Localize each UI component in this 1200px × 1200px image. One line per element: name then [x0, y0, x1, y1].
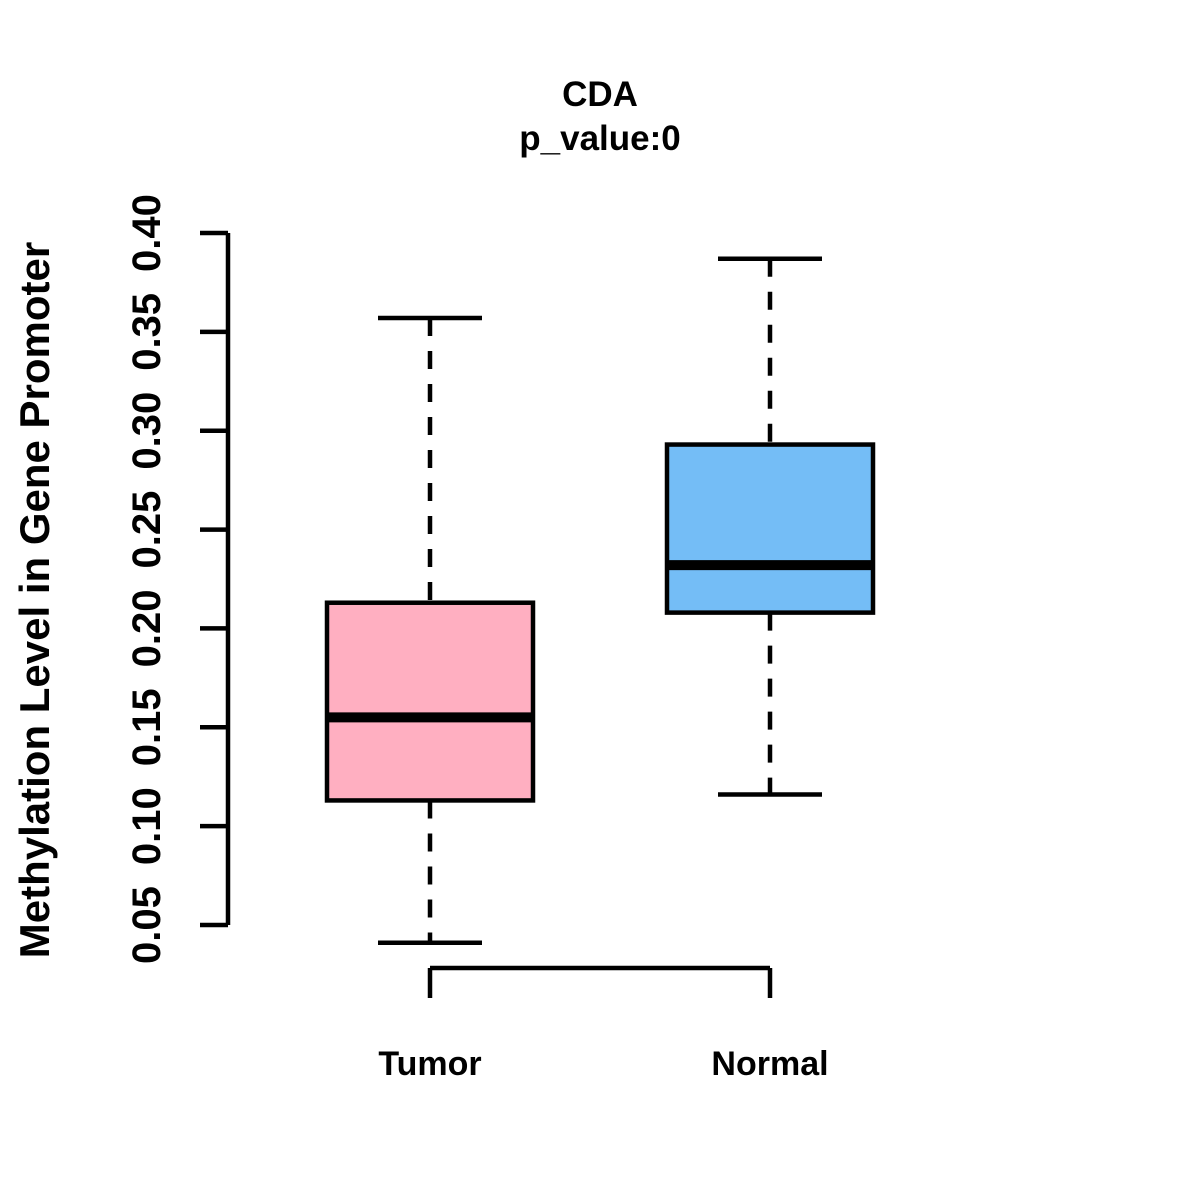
y-tick-label: 0.20 — [125, 589, 169, 667]
x-category-label-normal: Normal — [711, 1045, 828, 1083]
y-tick-label: 0.25 — [125, 491, 169, 569]
plot-shapes: 0.05 0.10 0.15 0.20 0.25 0.30 0.35 0.40 — [125, 194, 876, 998]
y-axis-label: Methylation Level in Gene Promoter — [11, 242, 58, 958]
chart-title: CDA — [562, 75, 638, 114]
chart-subtitle: p_value:0 — [519, 119, 680, 158]
y-tick-label: 0.10 — [125, 787, 169, 865]
y-tick-label: 0.40 — [125, 194, 169, 272]
iqr-box-normal — [664, 442, 876, 615]
y-tick-label: 0.15 — [125, 688, 169, 766]
y-tick-label: 0.35 — [125, 293, 169, 371]
iqr-box-tumor — [324, 600, 536, 803]
x-category-label-tumor: Tumor — [378, 1045, 481, 1083]
y-tick-label: 0.30 — [125, 392, 169, 470]
y-tick-label: 0.05 — [125, 886, 169, 964]
